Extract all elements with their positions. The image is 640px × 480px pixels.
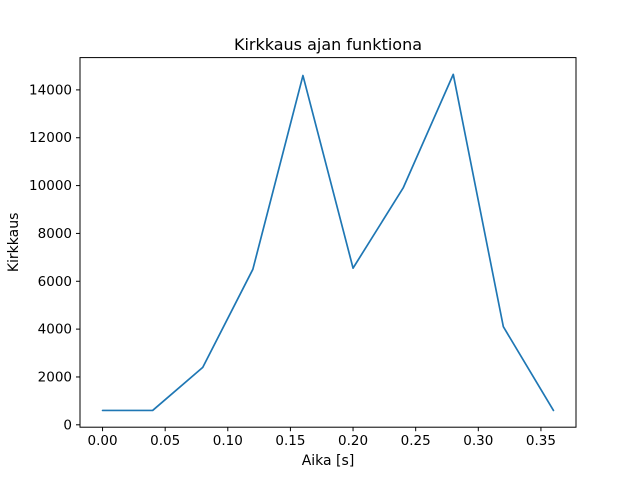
ticks-layer: 0.00 0.05 0.10 0.15 0.20 0.25 0.30 0.35 0 2000 400… — [29, 82, 556, 449]
x-tick-label: 0.15 — [275, 433, 305, 449]
x-axis-label: Aika [s] — [302, 453, 355, 469]
y-tick-label: 14000 — [29, 82, 72, 98]
x-tick-label: 0.10 — [213, 433, 243, 449]
x-tick-label: 0.30 — [463, 433, 493, 449]
line-layer — [101, 73, 555, 412]
plot-frame — [79, 57, 577, 428]
y-tick-label: 8000 — [38, 226, 72, 242]
x-tick-label: 0.35 — [526, 433, 556, 449]
data-line — [101, 73, 555, 412]
y-tick-label: 6000 — [38, 274, 72, 290]
x-tick-label: 0.20 — [338, 433, 368, 449]
y-tick-label: 0 — [63, 417, 72, 433]
x-tick-label: 0.05 — [150, 433, 180, 449]
chart-title: Kirkkaus ajan funktiona — [234, 35, 422, 54]
y-tick-label: 2000 — [38, 369, 72, 385]
y-tick-label: 12000 — [29, 130, 72, 146]
y-tick-label: 4000 — [38, 322, 72, 338]
y-tick-label: 10000 — [29, 178, 72, 194]
y-axis-label: Kirkkaus — [6, 213, 22, 273]
x-tick-label: 0.25 — [401, 433, 431, 449]
x-tick-label: 0.00 — [88, 433, 118, 449]
